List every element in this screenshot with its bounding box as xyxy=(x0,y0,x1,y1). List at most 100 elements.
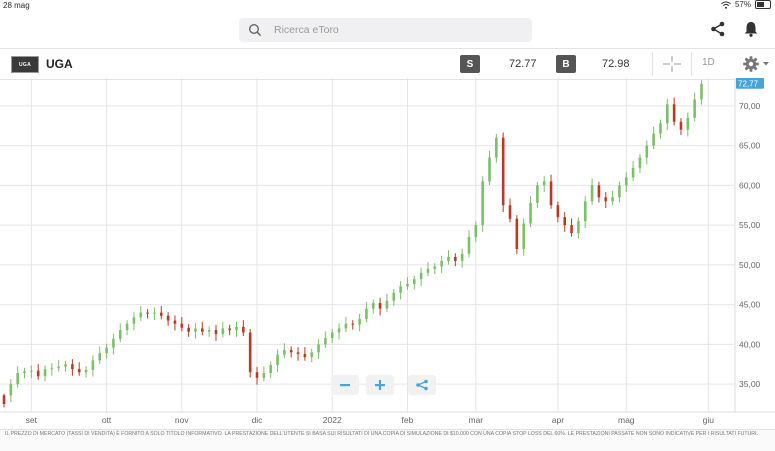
candle-up xyxy=(221,328,225,335)
minus-icon xyxy=(340,384,350,387)
crosshair-icon xyxy=(663,56,681,72)
sell-price[interactable]: 72.77 xyxy=(509,58,537,70)
candle-down xyxy=(351,323,355,325)
candle-up xyxy=(659,123,662,134)
disclaimer: IL PREZZO DI MERCATO (TASSI DI VENDITA) … xyxy=(0,429,775,451)
candle-up xyxy=(16,373,19,385)
sell-badge[interactable]: S xyxy=(460,55,480,73)
candle-down xyxy=(508,205,512,219)
buy-price[interactable]: 72.98 xyxy=(602,58,630,70)
candle-down xyxy=(71,364,74,370)
candle-down xyxy=(214,330,218,335)
x-tick-label: nov xyxy=(175,415,189,425)
candle-up xyxy=(50,368,54,370)
timeframe-selector[interactable]: 1D xyxy=(702,57,715,68)
candle-up xyxy=(365,308,368,319)
candle-down xyxy=(255,372,259,378)
candle-up xyxy=(235,326,238,331)
wifi-icon xyxy=(721,1,731,9)
candle-down xyxy=(2,395,6,405)
candle-up xyxy=(153,312,156,314)
y-tick-label: 70,00 xyxy=(739,101,761,111)
candle-down xyxy=(248,332,252,373)
candle-down xyxy=(454,256,457,261)
candle-up xyxy=(43,369,47,377)
candle-up xyxy=(371,303,375,309)
instrument-logo[interactable]: UGA xyxy=(11,56,39,73)
status-right: 57% xyxy=(721,0,771,9)
candle-up xyxy=(686,117,690,130)
candle-up xyxy=(412,279,416,284)
share-icon[interactable] xyxy=(709,20,727,38)
search-box[interactable] xyxy=(239,18,532,42)
candle-up xyxy=(583,201,587,222)
candle-up xyxy=(91,360,95,370)
candle-down xyxy=(679,121,683,130)
candle-down xyxy=(77,369,81,373)
candle-up xyxy=(488,157,491,182)
candle-up xyxy=(433,266,437,269)
candle-up xyxy=(447,256,450,261)
candle-down xyxy=(228,328,231,331)
x-tick-label: feb xyxy=(402,415,414,425)
instrument-symbol[interactable]: UGA xyxy=(46,57,73,71)
candle-up xyxy=(426,268,430,273)
crosshair-button[interactable] xyxy=(652,52,692,76)
candle-up xyxy=(324,338,327,345)
disclaimer-text: IL PREZZO DI MERCATO (TASSI DI VENDITA) … xyxy=(5,431,758,437)
candle-up xyxy=(57,366,61,369)
price-chart[interactable]: 35,00 40,00 45,00 50,00 55,00 60,00 65,00 70,00… xyxy=(0,78,775,430)
candle-up xyxy=(125,323,129,331)
price-axis-area xyxy=(735,78,775,430)
candle-up xyxy=(652,133,655,146)
candle-up xyxy=(118,330,122,339)
status-date: 28 mag xyxy=(3,1,30,10)
candle-down xyxy=(36,370,40,377)
candle-up xyxy=(98,353,102,361)
y-tick-label: 60,00 xyxy=(739,180,761,190)
candle-up xyxy=(283,349,286,355)
candle-up xyxy=(262,373,266,378)
candle-up xyxy=(467,237,471,254)
x-tick-label: mag xyxy=(618,415,635,425)
candle-up xyxy=(330,332,334,339)
candle-up xyxy=(693,99,696,118)
candle-up xyxy=(542,181,546,186)
candle-down xyxy=(166,315,170,321)
candle-up xyxy=(529,202,532,224)
candle-up xyxy=(317,344,320,353)
candle-up xyxy=(577,221,580,234)
candle-up xyxy=(624,177,628,186)
candle-down xyxy=(146,312,149,314)
candle-up xyxy=(631,167,635,178)
search-input[interactable] xyxy=(272,23,496,37)
zoom-out-button[interactable] xyxy=(331,375,359,395)
candle-up xyxy=(440,260,443,267)
candle-down xyxy=(159,312,163,316)
chart-share-button[interactable] xyxy=(408,375,436,395)
candle-down xyxy=(242,326,245,333)
x-tick-label: giu xyxy=(703,415,715,425)
zoom-in-button[interactable] xyxy=(366,375,394,395)
candle-up xyxy=(495,137,498,158)
current-price-label: 72,77 xyxy=(738,79,759,88)
buy-badge[interactable]: B xyxy=(556,55,576,73)
candle-up xyxy=(522,223,525,249)
candle-down xyxy=(187,327,190,332)
candle-up xyxy=(399,286,402,293)
settings-gear-icon[interactable] xyxy=(741,54,771,74)
candle-down xyxy=(501,137,505,206)
candle-up xyxy=(194,328,197,332)
candle-down xyxy=(296,352,300,354)
candle-down xyxy=(303,353,307,358)
search-icon xyxy=(248,23,262,37)
y-tick-label: 65,00 xyxy=(739,141,761,151)
x-tick-label: dic xyxy=(252,415,264,425)
bell-icon[interactable] xyxy=(742,20,760,38)
candle-down xyxy=(570,225,573,234)
x-tick-label: ott xyxy=(102,415,112,425)
candle-up xyxy=(481,181,484,226)
candle-up xyxy=(337,328,341,333)
x-tick-label: 2022 xyxy=(323,415,342,425)
x-tick-label: set xyxy=(26,415,38,425)
